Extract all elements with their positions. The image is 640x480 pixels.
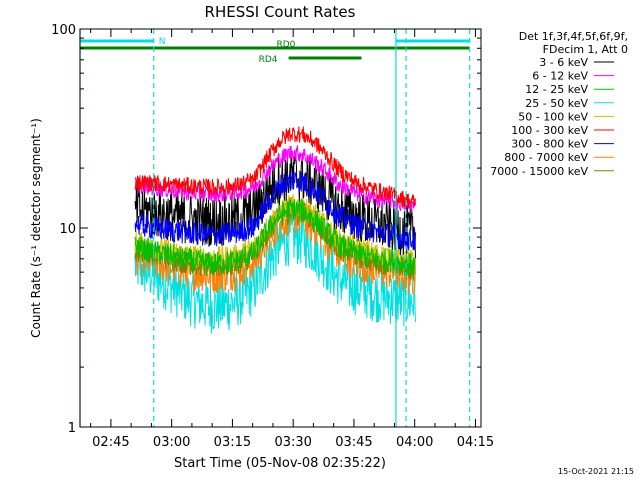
x-axis: 02:45 03:00 03:15 03:30 03:45 04:00 04:15 xyxy=(90,29,494,450)
x-axis-label: Start Time (05-Nov-08 02:35:22) xyxy=(174,456,386,471)
series-line-12to25keV xyxy=(134,198,416,276)
y-axis: 1 10 100 xyxy=(51,23,481,436)
state-bar-label-rd4: RD4 xyxy=(259,55,278,65)
state-bar-label-n: N xyxy=(159,37,166,47)
state-bar-label-rd0: RD0 xyxy=(276,40,295,50)
series-line-300to800keV xyxy=(134,171,416,251)
series-line-50to100keV xyxy=(134,193,416,273)
series-line-25to50keV xyxy=(134,210,416,334)
timestamp: 15-Oct-2021 21:15 xyxy=(558,467,634,476)
legend-label: 100 - 300 keV xyxy=(511,124,588,137)
legend-label: 800 - 7000 keV xyxy=(504,151,588,164)
legend-label: 7000 - 15000 keV xyxy=(490,165,588,178)
legend-label: 25 - 50 keV xyxy=(525,97,588,110)
x-tick-label: 03:15 xyxy=(214,435,251,450)
legend-label: 50 - 100 keV xyxy=(518,110,588,123)
x-tick-label: 03:45 xyxy=(335,435,372,450)
legend-header-line-2: FDecim 1, Att 0 xyxy=(543,43,628,56)
y-tick-label: 100 xyxy=(51,23,76,38)
legend: Det 1f,3f,4f,5f,6f,9f, FDecim 1, Att 0 3… xyxy=(490,30,628,178)
x-tick-label: 04:00 xyxy=(396,435,433,450)
x-tick-label: 04:15 xyxy=(457,435,494,450)
y-axis-label: Count Rate (s⁻¹ detector segment⁻¹) xyxy=(29,118,43,338)
x-tick-label: 03:00 xyxy=(153,435,190,450)
series-line-6to12keV xyxy=(134,145,416,214)
legend-label: 12 - 25 keV xyxy=(525,83,588,96)
x-tick-label: 03:30 xyxy=(274,435,311,450)
y-tick-label: 10 xyxy=(59,222,76,237)
series-line-100to300keV xyxy=(134,126,416,209)
chart-title: RHESSI Count Rates xyxy=(205,3,356,21)
legend-header-line-1: Det 1f,3f,4f,5f,6f,9f, xyxy=(519,30,628,43)
legend-label: 3 - 6 keV xyxy=(539,56,588,69)
series-line-3to6keV xyxy=(134,150,416,259)
state-bars: N RD0 RD4 xyxy=(80,37,470,65)
y-tick-label: 1 xyxy=(68,421,76,436)
series-layer xyxy=(134,126,416,334)
legend-label: 300 - 800 keV xyxy=(511,138,588,151)
x-tick-label: 02:45 xyxy=(92,435,129,450)
legend-label: 6 - 12 keV xyxy=(532,70,588,83)
